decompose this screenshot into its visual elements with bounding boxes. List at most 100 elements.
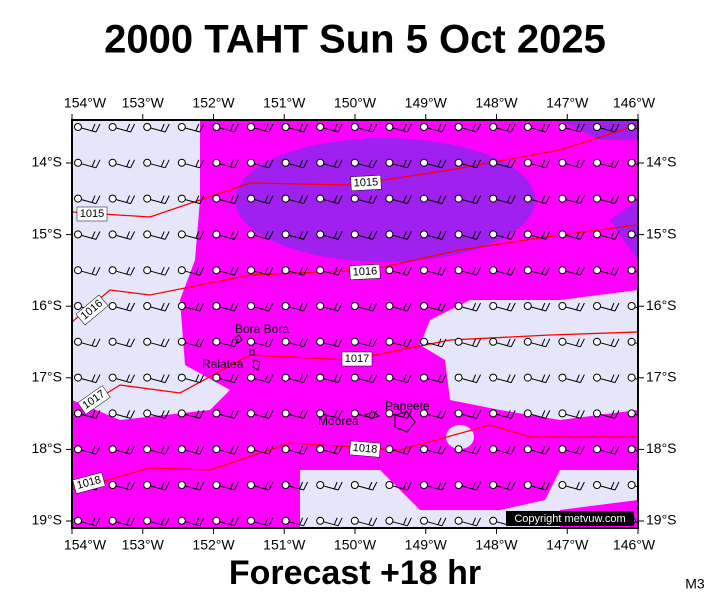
wind-barb [454,481,482,491]
barb-shaft [358,123,378,133]
wind-barb [420,302,447,312]
barb-station [558,409,567,418]
barb-shaft [115,445,136,455]
map-title: 2000 TAHT Sun 5 Oct 2025 [104,18,606,62]
barb-station [316,123,325,131]
wind-barb [281,266,309,276]
barb-shaft [254,302,274,312]
barb-station [316,266,325,275]
barb-shaft [254,195,274,205]
wind-barb [212,373,239,384]
barb-station [143,266,152,275]
barb-shaft [392,266,412,276]
barb-shaft [185,374,205,384]
barb-station [489,266,498,275]
barb-station [454,194,463,203]
barb-shaft [427,517,447,527]
barb-shaft [600,410,620,419]
barb-station [281,230,290,239]
barb-station [350,302,359,310]
wind-barb [316,337,343,348]
barb-shaft [323,195,343,205]
barb-shaft [150,159,170,169]
wind-barb [316,409,343,419]
wind-barb [177,445,205,455]
barb-shaft [288,159,309,169]
barb-station [108,481,117,489]
barb-station [350,409,359,418]
wind-barb [74,194,101,205]
wind-barb [212,445,239,455]
lat-label: 19°S [31,512,62,528]
barb-shaft [219,266,239,276]
barb-station [177,481,186,489]
barb-shaft [81,445,101,455]
barb-shaft [358,195,378,205]
barb-station [420,481,428,489]
wind-barb [454,266,482,276]
barb-shaft [531,195,551,205]
barb-shaft [600,159,620,169]
barb-shaft [565,302,585,312]
barb-station [143,409,152,418]
barb-shaft [219,517,239,527]
barb-station [454,409,463,418]
wind-barb [385,302,412,312]
model-label: M3 [685,576,705,592]
barb-station [74,445,82,454]
wind-barb [316,516,343,527]
wind-barb [247,302,274,312]
barb-shaft [254,374,274,384]
wind-barb [558,230,585,240]
wind-barb [281,409,309,419]
wind-barb [558,158,585,169]
barb-station [281,266,290,275]
barb-station [523,158,532,167]
barb-station [143,445,152,454]
barb-station [74,516,82,525]
barb-station [489,230,498,239]
barb-station [281,158,290,167]
wind-barb [316,373,343,384]
barb-station [316,409,325,418]
lon-label: 153°W [122,95,165,111]
wind-barb [74,123,101,133]
wind-barb [74,230,101,240]
barb-station [143,337,152,346]
barb-station [593,194,601,203]
forecast-label: Forecast +18 hr [229,554,481,592]
barb-station [593,123,601,131]
wind-barb [212,516,239,527]
wind-barb [247,194,274,205]
wind-barb [350,516,378,527]
wind-barb [74,337,101,348]
barb-station [281,337,290,346]
barb-station [593,409,601,418]
wind-barb [143,409,170,419]
wind-barb [350,481,378,491]
barb-station [212,158,221,167]
barb-shaft [427,302,447,312]
barb-shaft [81,338,101,348]
barb-station [108,302,117,310]
wind-barb [489,158,516,169]
wind-barb [627,123,638,131]
wind-barb [247,123,274,133]
barb-shaft [461,410,482,419]
wind-barb [593,337,620,348]
barb-shaft [496,302,516,312]
wind-barb [247,266,274,276]
barb-station [593,158,601,167]
barb-station [420,373,428,382]
wind-barb [143,516,170,527]
barb-station [316,158,325,167]
wind-barb [316,266,343,276]
barb-shaft [565,338,585,348]
wind-barb [316,194,343,205]
wind-barb [523,445,551,455]
barb-station [420,445,428,454]
wind-barb [454,194,482,205]
barb-station [247,481,255,489]
wind-barb [454,373,482,384]
barb-shaft [323,445,343,455]
